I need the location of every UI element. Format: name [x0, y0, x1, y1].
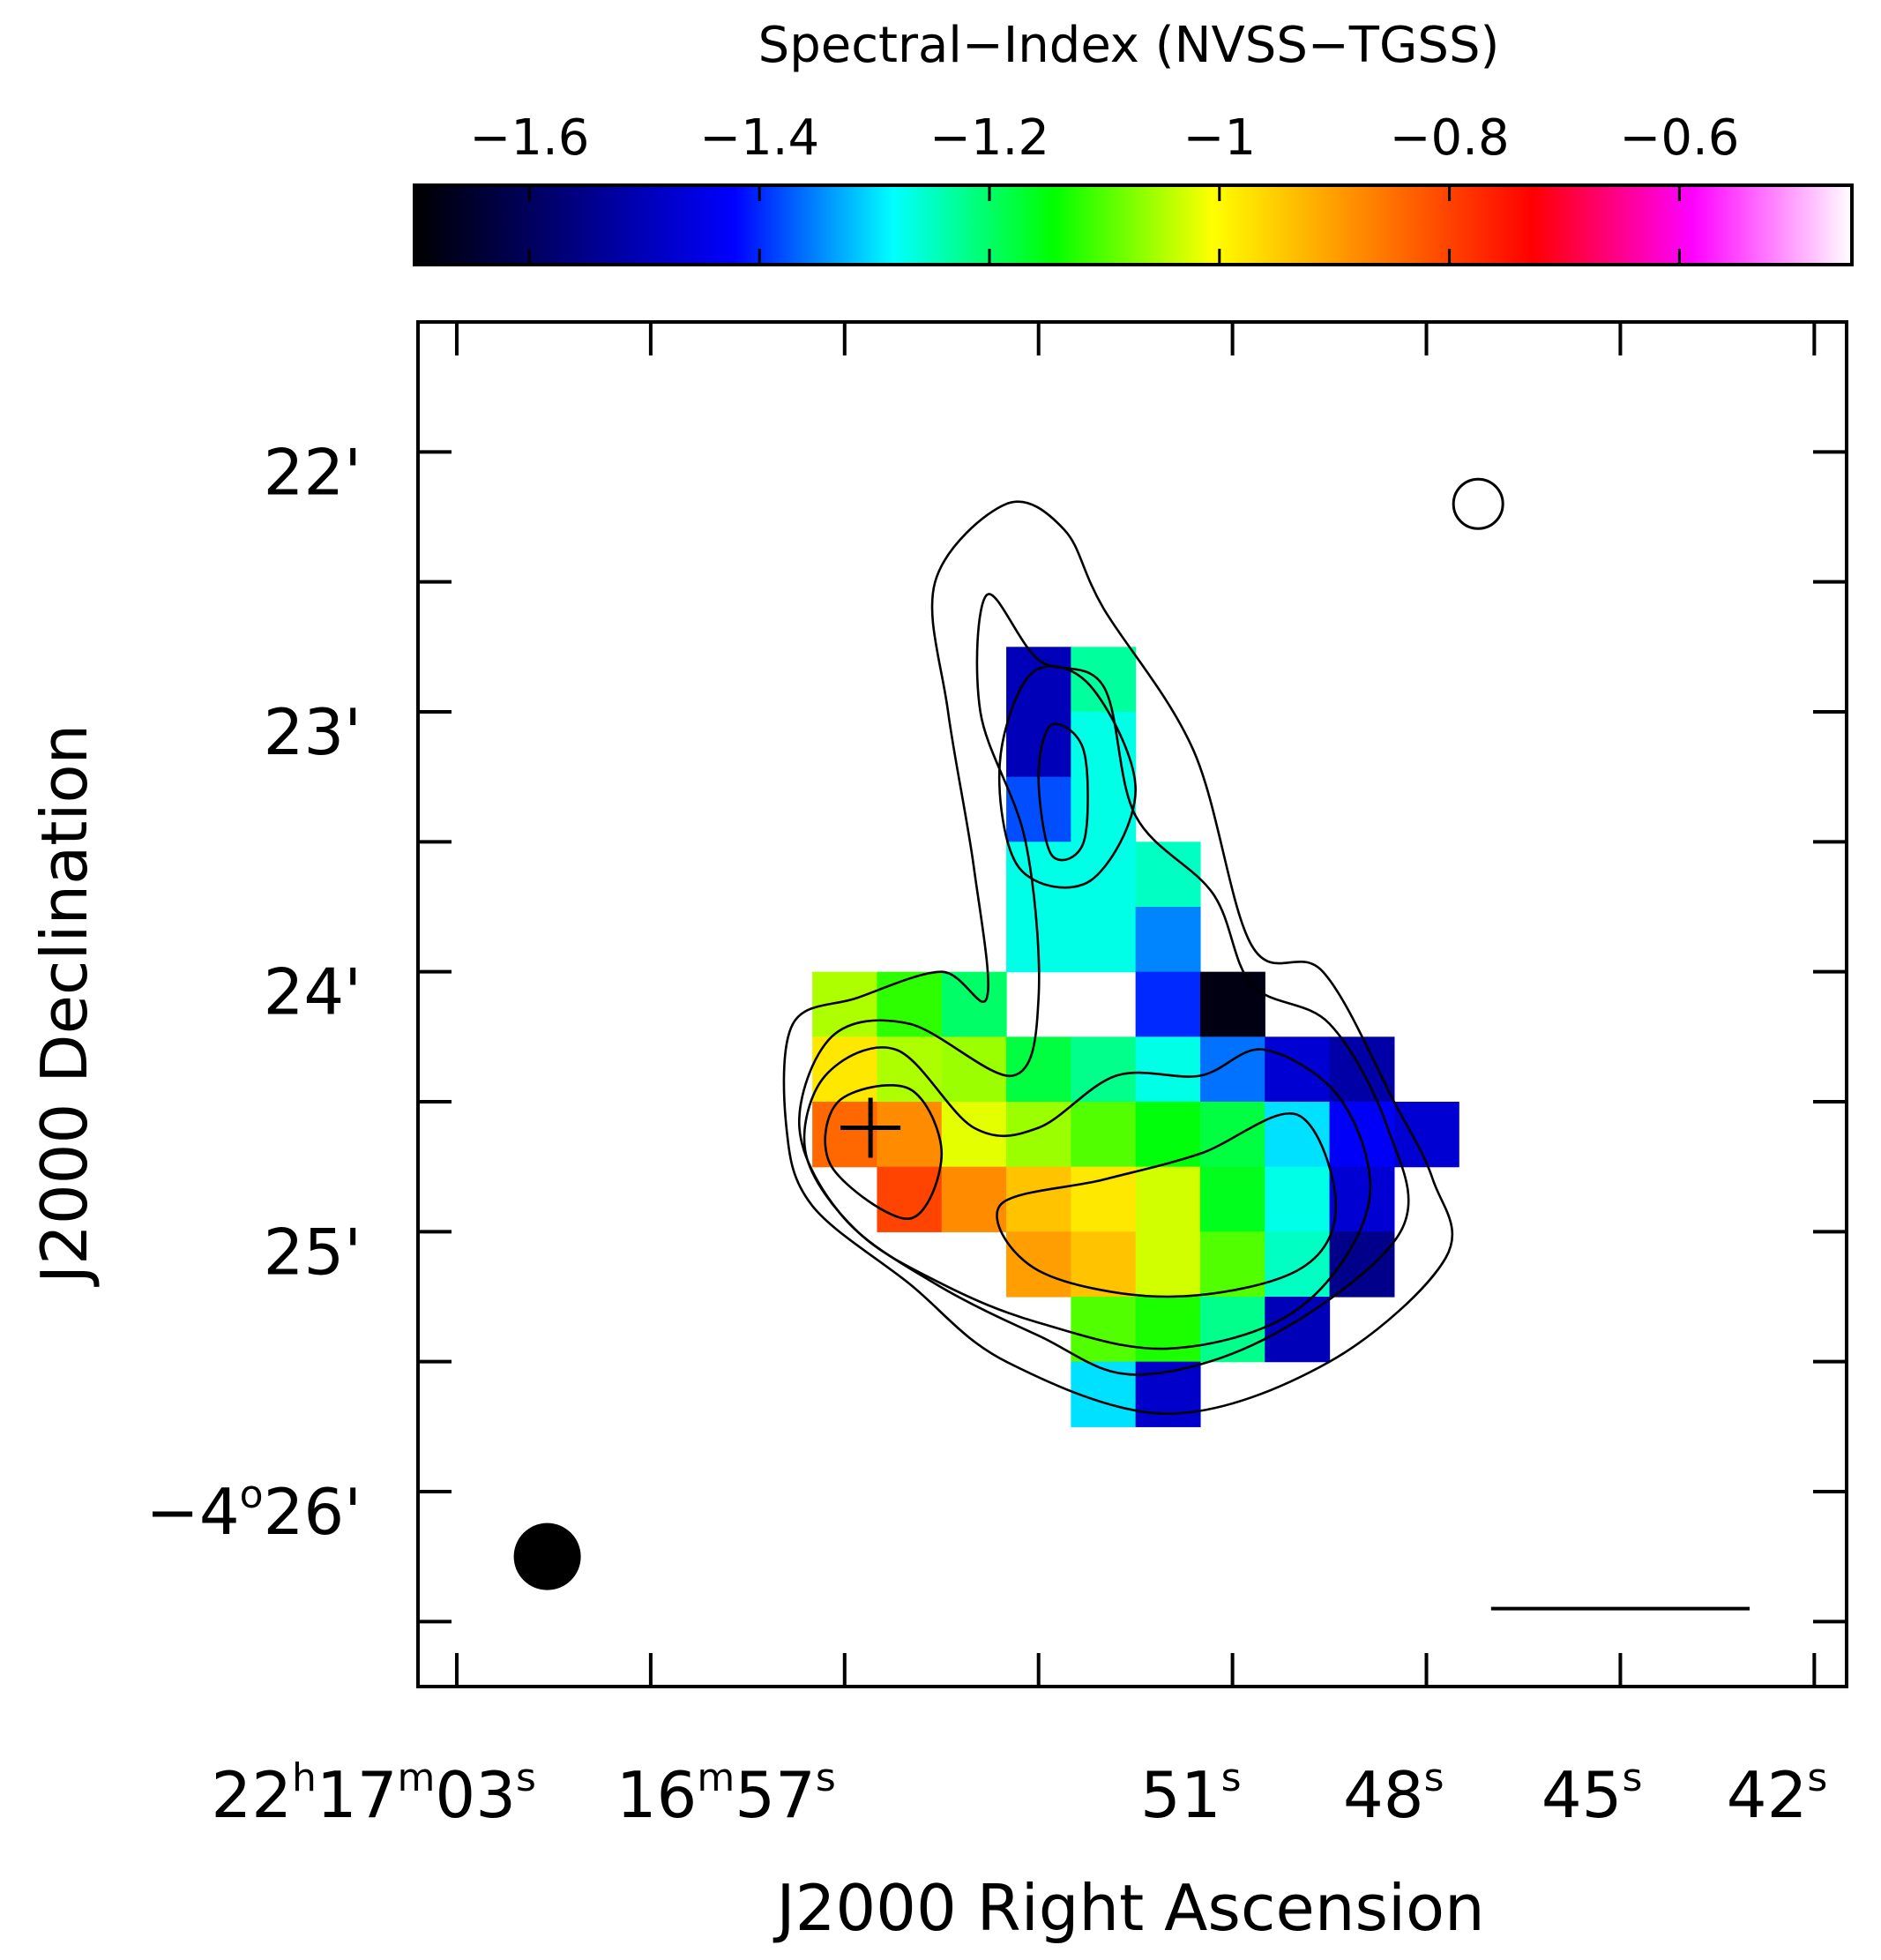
- spectral-index-pixel: [941, 1036, 1007, 1103]
- spectral-index-pixel: [1265, 1231, 1331, 1298]
- colorbar: [413, 183, 1854, 266]
- core-cross-marker: [840, 1097, 901, 1158]
- spectral-index-pixel: [1135, 1166, 1201, 1232]
- spectral-index-pixel: [1199, 1231, 1265, 1298]
- y-axis-tick-labels: 22' 23' 24' 25' −4o26': [146, 435, 362, 1549]
- spectral-index-pixel: [1071, 1297, 1137, 1363]
- x-tick-label: 22h17m03s: [211, 1755, 536, 1832]
- y-axis-ticks: [418, 450, 1847, 1624]
- beam-circle-open: [1452, 477, 1504, 530]
- colorbar-ticks: [527, 185, 1681, 265]
- contour-line: [798, 593, 1410, 1376]
- y-tick-label: −4o26': [146, 1472, 362, 1549]
- colorbar-tick-label: −0.8: [1390, 109, 1510, 167]
- spectral-index-pixel: [877, 971, 943, 1037]
- x-axis-label: J2000 Right Ascension: [773, 1871, 1484, 1945]
- spectral-index-pixel: [1006, 647, 1071, 713]
- spectral-index-pixel: [941, 1166, 1007, 1232]
- spectral-index-pixel: [1199, 1166, 1265, 1232]
- spectral-index-pixel: [1329, 1166, 1395, 1232]
- y-axis-label: J2000 Declination: [27, 724, 101, 1287]
- spectral-index-pixel: [1135, 1297, 1201, 1363]
- spectral-index-pixel: [877, 1166, 943, 1232]
- spectral-index-pixel: [1071, 842, 1137, 908]
- spectral-index-pixel: [1071, 907, 1137, 973]
- contour-line: [996, 1111, 1338, 1298]
- colorbar-tick-label: −1.4: [699, 109, 819, 167]
- spectral-index-pixel: [1071, 1166, 1137, 1232]
- x-tick-label: 42s: [1727, 1755, 1828, 1832]
- spectral-index-pixel: [812, 1102, 878, 1168]
- spectral-index-pixels: [812, 647, 1459, 1427]
- spectral-index-pixel: [1265, 1036, 1331, 1103]
- markers: [513, 477, 1750, 1611]
- spectral-index-pixel: [877, 1102, 943, 1168]
- contour-line: [1037, 722, 1089, 862]
- contour-line: [998, 664, 1138, 889]
- y-tick-label: 25': [264, 1215, 362, 1289]
- spectral-index-pixel: [1265, 1102, 1331, 1168]
- x-tick-label: 51s: [1140, 1755, 1242, 1832]
- spectral-index-pixel: [1006, 1231, 1071, 1298]
- spectral-index-pixel: [1265, 1166, 1331, 1232]
- contour-line: [824, 1084, 944, 1220]
- spectral-index-pixel: [1071, 1036, 1137, 1103]
- colorbar-title: Spectral−Index (NVSS−TGSS): [758, 17, 1500, 74]
- y-tick-label: 22': [264, 435, 362, 509]
- spectral-index-pixel: [1329, 1102, 1395, 1168]
- x-tick-label: 16m57s: [616, 1755, 836, 1832]
- y-tick-label: 24': [264, 955, 362, 1029]
- spectral-index-pixel: [1393, 1102, 1459, 1168]
- spectral-index-pixel: [1006, 842, 1071, 908]
- colorbar-tick-label: −0.6: [1619, 109, 1739, 167]
- colorbar-tick-labels: −1.6 −1.4 −1.2 −1 −0.8 −0.6: [469, 109, 1739, 167]
- spectral-index-pixel: [1006, 1036, 1071, 1103]
- spectral-index-pixel: [1199, 1297, 1265, 1363]
- spectral-index-pixel: [1199, 971, 1265, 1037]
- y-tick-label: 23': [264, 695, 362, 769]
- x-axis-ticks: [454, 322, 1817, 1687]
- spectral-index-pixel: [1199, 1102, 1265, 1168]
- x-tick-label: 48s: [1343, 1755, 1444, 1832]
- contour-line: [802, 1046, 1372, 1350]
- spectral-index-pixel: [1135, 1231, 1201, 1298]
- plot-frame: [416, 320, 1848, 1688]
- contour-line: [782, 500, 1454, 1415]
- beam-circle-filled: [513, 1522, 581, 1590]
- spectral-index-pixel: [1071, 1231, 1137, 1298]
- spectral-index-pixel: [1135, 907, 1201, 973]
- colorbar-tick-label: −1.6: [469, 109, 589, 167]
- flux-contours: [782, 500, 1454, 1415]
- x-tick-label: 45s: [1541, 1755, 1643, 1832]
- spectral-index-pixel: [1135, 971, 1201, 1037]
- spectral-index-pixel: [1071, 1102, 1137, 1168]
- colorbar-tick-label: −1: [1183, 109, 1257, 167]
- spectral-index-pixel: [1135, 1036, 1201, 1103]
- spectral-index-pixel: [1006, 1166, 1071, 1232]
- spectral-index-pixel: [941, 971, 1007, 1037]
- spectral-index-pixel: [1199, 1036, 1265, 1103]
- x-axis-tick-labels: 22h17m03s 16m57s 51s 48s 45s 42s: [211, 1755, 1827, 1832]
- colorbar-tick-label: −1.2: [929, 109, 1049, 167]
